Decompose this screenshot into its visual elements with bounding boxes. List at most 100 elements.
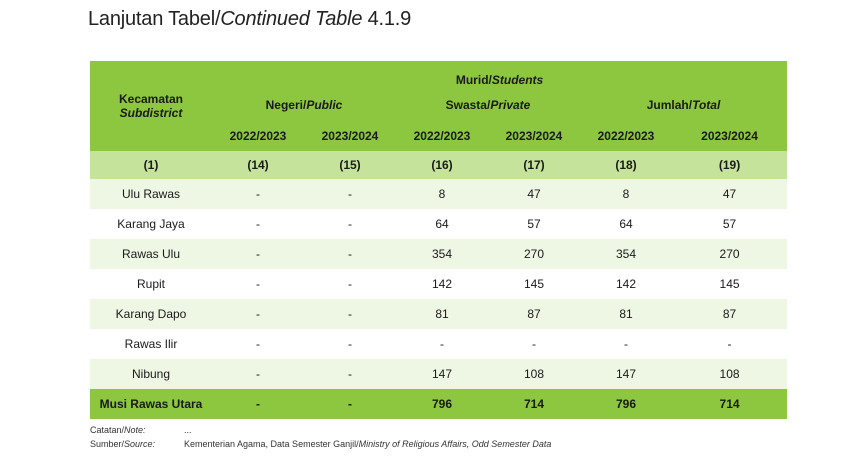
subdistrict-header: Kecamatan Subdistrict xyxy=(90,61,212,151)
value-cell: 270 xyxy=(672,239,788,269)
value-cell: - xyxy=(212,329,304,359)
table-row: Rupit - -142 145 142 145 xyxy=(90,269,788,299)
value-cell: - xyxy=(672,329,788,359)
value-cell: - xyxy=(212,299,304,329)
subdistrict-name: Karang Dapo xyxy=(90,299,212,329)
value-cell: 354 xyxy=(396,239,488,269)
value-cell: 57 xyxy=(672,209,788,239)
group-header-total: Jumlah/Total xyxy=(580,89,788,121)
note-label-italic: Note: xyxy=(124,425,146,435)
value-cell: 145 xyxy=(672,269,788,299)
value-cell: 57 xyxy=(488,209,580,239)
table-row: Karang Jaya - -64 57 64 57 xyxy=(90,209,788,239)
value-cell: 108 xyxy=(488,359,580,389)
year-header: 2022/2023 xyxy=(396,121,488,151)
column-number: (1) xyxy=(90,151,212,179)
table-row: Rawas Ilir - - - - - - xyxy=(90,329,788,359)
group-header-private: Swasta/Private xyxy=(396,89,580,121)
source-label: Sumber/Source: xyxy=(90,437,184,451)
table-body: Ulu Rawas - -8 47 8 47 Karang Jaya - -64 57 64 57 Ra… xyxy=(90,179,788,389)
year-header: 2023/2024 xyxy=(672,121,788,151)
value-cell: 145 xyxy=(488,269,580,299)
group-private-main: Swasta/ xyxy=(445,98,491,112)
subdistrict-name: Karang Jaya xyxy=(90,209,212,239)
value-cell: 270 xyxy=(488,239,580,269)
value-cell: - xyxy=(212,269,304,299)
subdistrict-name: Ulu Rawas xyxy=(90,179,212,209)
value-cell: - xyxy=(488,329,580,359)
column-number: (16) xyxy=(396,151,488,179)
students-header-main: Murid/ xyxy=(455,73,492,87)
column-number: (19) xyxy=(672,151,788,179)
note-value: ... xyxy=(184,425,192,435)
value-cell: - xyxy=(304,329,396,359)
value-cell: - xyxy=(396,329,488,359)
total-cell: - xyxy=(212,389,304,419)
year-header: 2022/2023 xyxy=(580,121,672,151)
value-cell: 81 xyxy=(580,299,672,329)
source-label-italic: Source: xyxy=(124,439,156,449)
table-row: Karang Dapo - -81 87 81 87 xyxy=(90,299,788,329)
value-cell: - xyxy=(212,179,304,209)
value-cell: 8 xyxy=(396,179,488,209)
total-cell: 796 xyxy=(396,389,488,419)
data-table: Kecamatan Subdistrict Murid/Students Neg… xyxy=(90,61,788,419)
total-cell: 714 xyxy=(488,389,580,419)
subdistrict-name: Rawas Ilir xyxy=(90,329,212,359)
students-header-italic: Students xyxy=(491,73,544,87)
group-public-italic: Public xyxy=(306,98,343,112)
value-cell: - xyxy=(212,359,304,389)
table-notes: Catatan/Note:... Sumber/Source: Kementeri… xyxy=(90,423,551,451)
value-cell: - xyxy=(304,299,396,329)
year-header: 2023/2024 xyxy=(304,121,396,151)
column-number: (15) xyxy=(304,151,396,179)
value-cell: 147 xyxy=(580,359,672,389)
value-cell: 142 xyxy=(580,269,672,299)
source-line: Sumber/Source: Kementerian Agama, Data Se… xyxy=(90,437,551,451)
value-cell: - xyxy=(304,359,396,389)
value-cell: 354 xyxy=(580,239,672,269)
note-label-main: Catatan/ xyxy=(90,425,125,435)
value-cell: 8 xyxy=(580,179,672,209)
value-cell: 147 xyxy=(396,359,488,389)
source-value-italic: Ministry of Religious Affairs, Odd Semes… xyxy=(358,439,552,449)
subdistrict-name: Rawas Ulu xyxy=(90,239,212,269)
total-row: Musi Rawas Utara - - 796 714 796 714 xyxy=(90,389,788,419)
subdistrict-header-main: Kecamatan xyxy=(118,92,184,106)
header-row-top: Kecamatan Subdistrict Murid/Students xyxy=(90,61,788,151)
title-number: 4.1.9 xyxy=(367,8,412,30)
table-row: Ulu Rawas - -8 47 8 47 xyxy=(90,179,788,209)
value-cell: - xyxy=(304,209,396,239)
column-number: (18) xyxy=(580,151,672,179)
source-label-main: Sumber/ xyxy=(90,439,125,449)
value-cell: - xyxy=(304,239,396,269)
subdistrict-name: Rupit xyxy=(90,269,212,299)
value-cell: - xyxy=(212,239,304,269)
column-number: (17) xyxy=(488,151,580,179)
total-name: Musi Rawas Utara xyxy=(90,389,212,419)
group-header-public: Negeri/Public xyxy=(212,89,396,121)
value-cell: 108 xyxy=(672,359,788,389)
header-row-years: 2022/2023 2023/2024 2022/2023 2023/2024 … xyxy=(90,121,788,151)
total-cell: 714 xyxy=(672,389,788,419)
table-row: Nibung - -147 108 147 108 xyxy=(90,359,788,389)
group-total-main: Jumlah/ xyxy=(646,98,693,112)
subdistrict-name: Nibung xyxy=(90,359,212,389)
group-private-italic: Private xyxy=(490,98,531,112)
value-cell: 87 xyxy=(488,299,580,329)
group-public-main: Negeri/ xyxy=(265,98,307,112)
total-cell: - xyxy=(304,389,396,419)
students-header: Murid/Students xyxy=(212,61,788,89)
table-row: Rawas Ulu - -354 270 354 270 xyxy=(90,239,788,269)
column-number: (14) xyxy=(212,151,304,179)
value-cell: - xyxy=(580,329,672,359)
group-total-italic: Total xyxy=(692,98,721,112)
title-prefix: Lanjutan Tabel/ xyxy=(88,8,221,30)
value-cell: 64 xyxy=(396,209,488,239)
column-number-row: (1) (14) (15) (16) (17) (18) (19) xyxy=(90,151,788,179)
total-cell: 796 xyxy=(580,389,672,419)
subdistrict-header-italic: Subdistrict xyxy=(119,106,183,120)
value-cell: 47 xyxy=(672,179,788,209)
table-title: Lanjutan Tabel/Continued Table 4.1.9 xyxy=(88,8,411,31)
header-row-groups: Negeri/Public Swasta/Private Jumlah/Tota… xyxy=(90,89,788,121)
